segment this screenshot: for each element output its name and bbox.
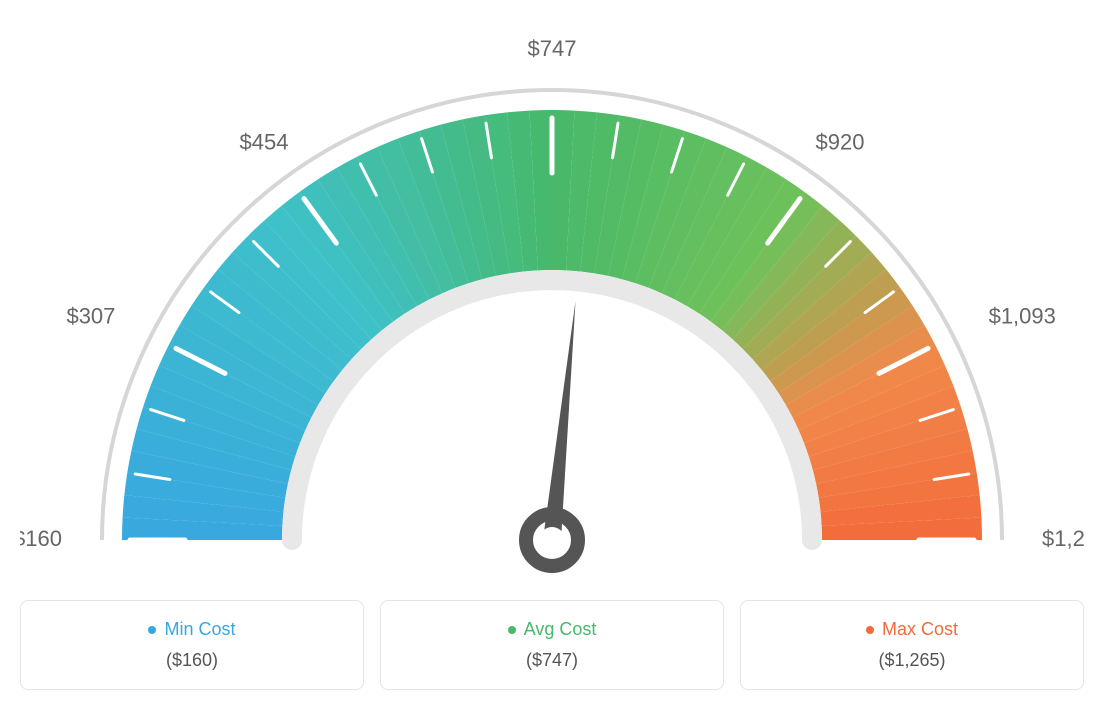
svg-text:$1,093: $1,093 bbox=[989, 303, 1056, 328]
legend-max-label: Max Cost bbox=[866, 619, 958, 640]
legend-row: Min Cost ($160) Avg Cost ($747) Max Cost… bbox=[20, 600, 1084, 690]
legend-avg-value: ($747) bbox=[393, 650, 711, 671]
svg-text:$920: $920 bbox=[816, 129, 865, 154]
legend-avg-label: Avg Cost bbox=[508, 619, 597, 640]
svg-text:$747: $747 bbox=[528, 36, 577, 61]
svg-text:$160: $160 bbox=[20, 526, 62, 551]
legend-card-min: Min Cost ($160) bbox=[20, 600, 364, 690]
legend-max-value: ($1,265) bbox=[753, 650, 1071, 671]
cost-gauge-chart: $160 $307 $454 $747 $920 $1,093 $1,265 Min Cos… bbox=[20, 20, 1084, 690]
gauge-svg: $160 $307 $454 $747 $920 $1,093 $1,265 bbox=[20, 20, 1084, 580]
legend-card-max: Max Cost ($1,265) bbox=[740, 600, 1084, 690]
svg-text:$1,265: $1,265 bbox=[1042, 526, 1084, 551]
svg-text:$307: $307 bbox=[66, 303, 115, 328]
gauge-area: $160 $307 $454 $747 $920 $1,093 $1,265 bbox=[20, 20, 1084, 580]
legend-min-value: ($160) bbox=[33, 650, 351, 671]
svg-text:$454: $454 bbox=[240, 129, 289, 154]
legend-min-label: Min Cost bbox=[148, 619, 235, 640]
legend-card-avg: Avg Cost ($747) bbox=[380, 600, 724, 690]
